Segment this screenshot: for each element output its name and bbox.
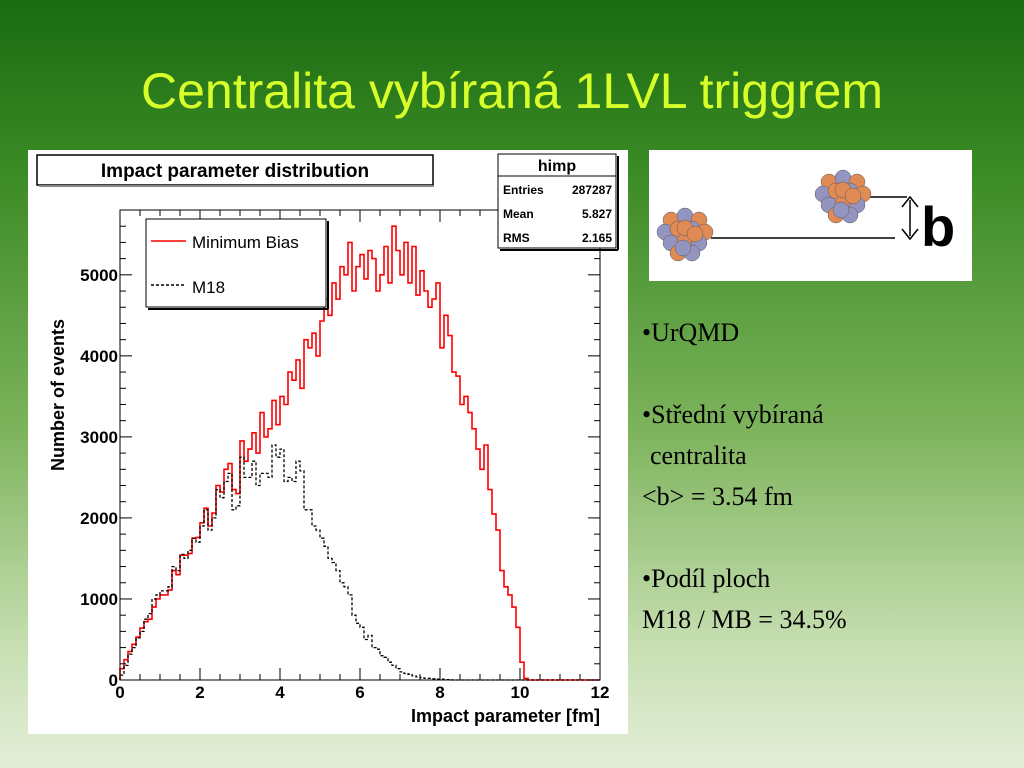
nucleon bbox=[674, 239, 692, 257]
x-tick-label: 4 bbox=[275, 683, 285, 702]
stats-rms-label: RMS bbox=[503, 231, 530, 245]
y-tick-label: 5000 bbox=[80, 266, 118, 285]
ticks-layer: 0 2 4 6 8 10 12 0 1000 2000 3000 4000 5000 bbox=[80, 209, 610, 702]
stats-title: himp bbox=[538, 158, 576, 175]
series-minimum-bias bbox=[119, 225, 600, 681]
y-axis-label: Number of events bbox=[48, 319, 68, 471]
nucleon bbox=[832, 201, 850, 219]
x-axis-label: Impact parameter [fm] bbox=[411, 706, 600, 726]
y-tick-label: 2000 bbox=[80, 509, 118, 528]
bullet-mean-centrality-line2: centralita bbox=[650, 441, 747, 470]
y-tick-label: 1000 bbox=[80, 590, 118, 609]
stats-mean-label: Mean bbox=[503, 207, 534, 221]
histogram-chart: 0 2 4 6 8 10 12 0 1000 2000 3000 4000 5000 Impact pa… bbox=[36, 153, 619, 726]
nucleon bbox=[686, 225, 704, 243]
x-tick-label: 12 bbox=[591, 683, 610, 702]
legend-label-m18: M18 bbox=[192, 278, 225, 297]
bullet-area-ratio-line1: •Podíl ploch bbox=[642, 564, 771, 593]
x-tick-label: 8 bbox=[435, 683, 444, 702]
impact-parameter-schematic: b bbox=[649, 150, 972, 281]
x-tick-label: 6 bbox=[355, 683, 364, 702]
collision-diagram: b bbox=[656, 169, 955, 262]
chart-title: Impact parameter distribution bbox=[101, 161, 369, 182]
legend-box bbox=[145, 218, 327, 308]
stats-entries-label: Entries bbox=[503, 183, 544, 197]
nucleus-left bbox=[656, 207, 714, 262]
stats-rms-value: 2.165 bbox=[582, 231, 612, 245]
nucleus-right bbox=[814, 169, 872, 224]
stats-box bbox=[497, 153, 617, 249]
y-tick-label: 4000 bbox=[80, 347, 118, 366]
series-m18 bbox=[119, 444, 600, 681]
stats-mean-value: 5.827 bbox=[582, 207, 612, 221]
impact-parameter-label: b bbox=[921, 195, 955, 258]
b-arrow-head-down bbox=[901, 228, 919, 241]
x-tick-label: 2 bbox=[195, 683, 204, 702]
x-tick-label: 10 bbox=[511, 683, 530, 702]
nucleon bbox=[844, 187, 862, 205]
chart-title-box bbox=[36, 154, 434, 186]
bullet-list: •UrQMD •Střední vybíraná centralita <b> … bbox=[642, 312, 1012, 640]
b-arrow-head-up bbox=[901, 195, 919, 208]
stats-entries-value: 287287 bbox=[572, 183, 612, 197]
series-layer bbox=[119, 225, 600, 681]
bullet-area-ratio-line2: M18 / MB = 34.5% bbox=[642, 605, 847, 634]
bullet-mean-centrality-line3: <b> = 3.54 fm bbox=[642, 482, 793, 511]
legend-label-minimum-bias: Minimum Bias bbox=[192, 233, 299, 252]
slide-title: Centralita vybíraná 1LVL triggrem bbox=[140, 63, 884, 119]
x-tick-label: 0 bbox=[115, 683, 124, 702]
y-tick-label: 0 bbox=[109, 671, 118, 690]
y-tick-label: 3000 bbox=[80, 428, 118, 447]
bullet-urqmd: •UrQMD bbox=[642, 318, 740, 347]
histogram-panel: 0 2 4 6 8 10 12 0 1000 2000 3000 4000 5000 Impact pa… bbox=[28, 150, 628, 734]
bullet-mean-centrality-line1: •Střední vybíraná bbox=[642, 400, 824, 429]
